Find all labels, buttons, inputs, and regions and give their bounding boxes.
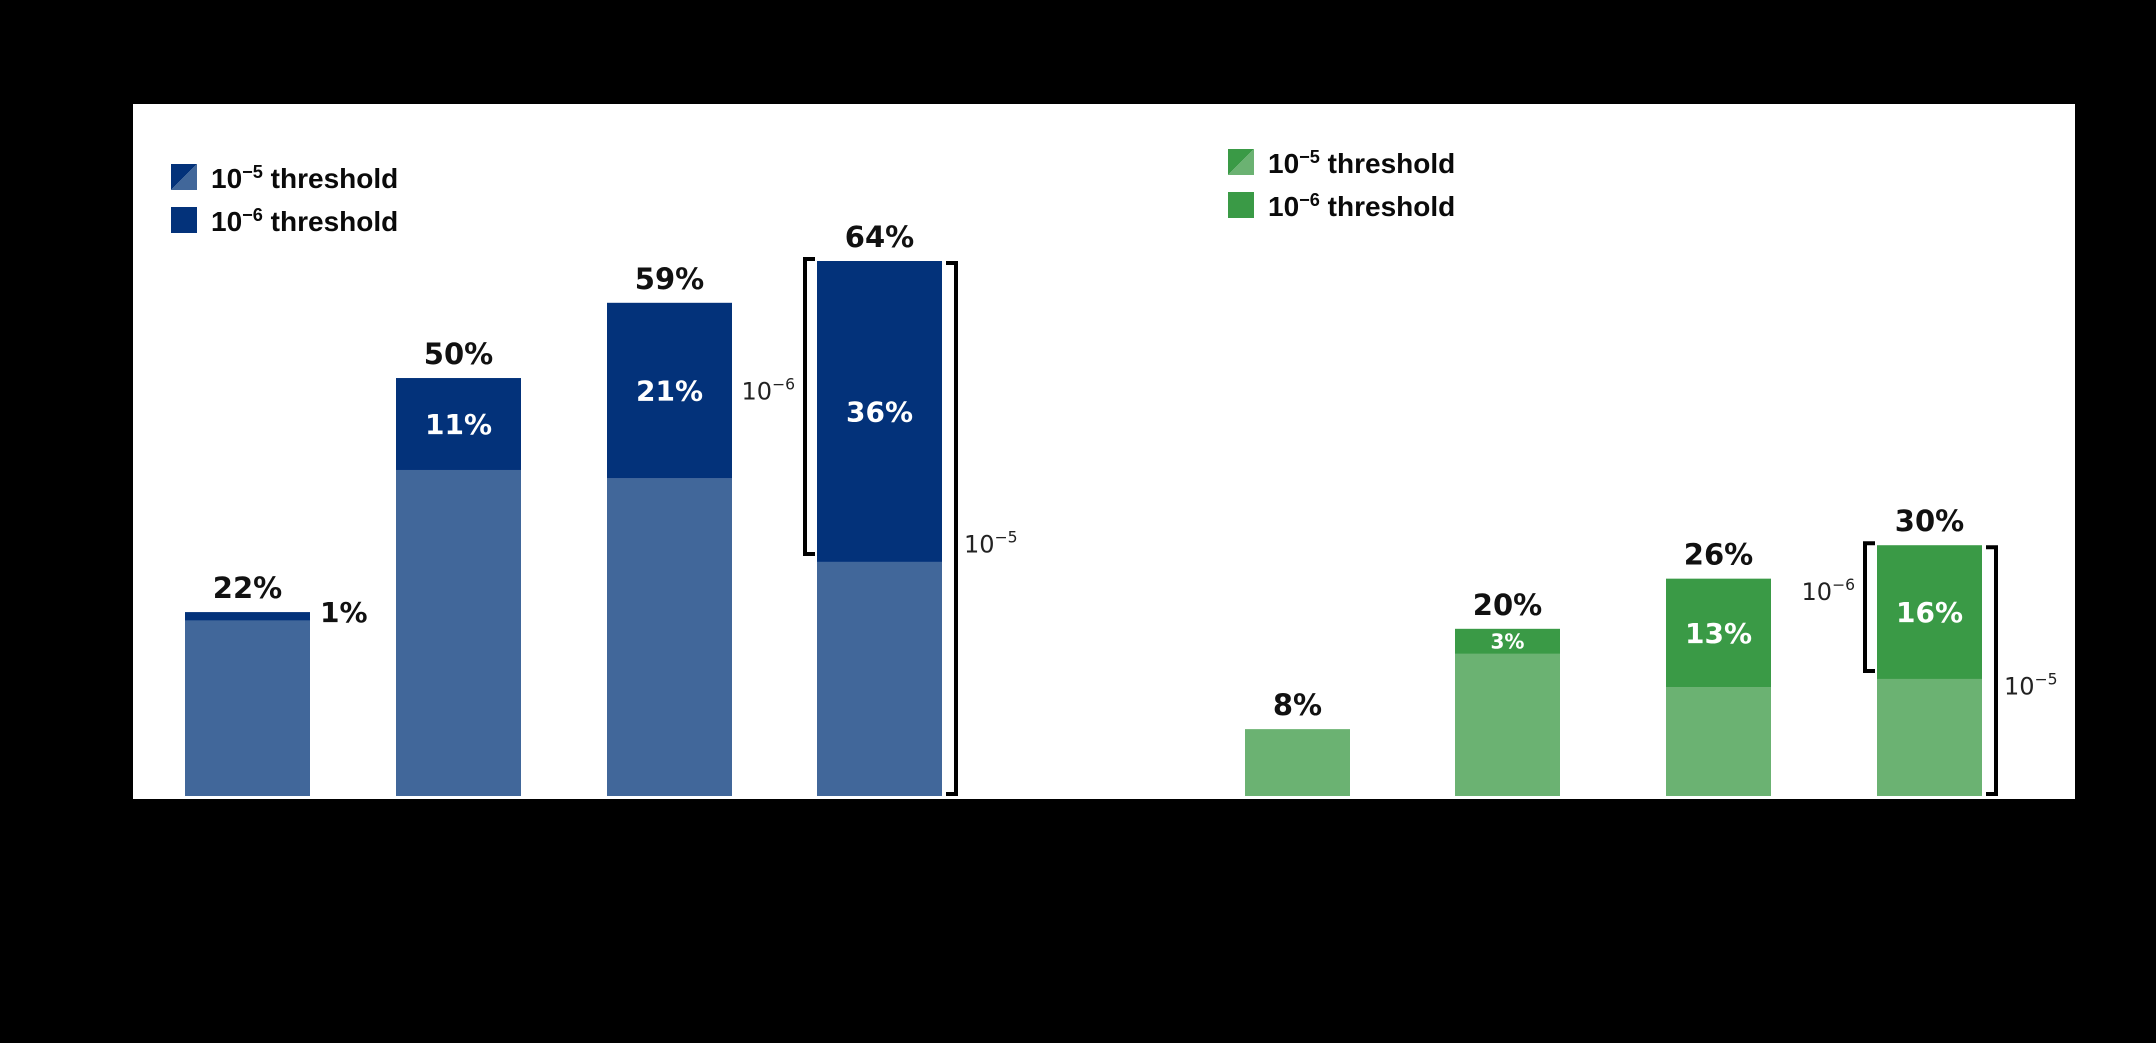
bar-total-label: 64% <box>845 220 914 254</box>
bar-total-label: 20% <box>1473 588 1542 622</box>
bracket-label-10e-5: 10−5 <box>964 529 1018 559</box>
bar-total-label: 22% <box>213 571 282 605</box>
bracket-10e-6 <box>1863 541 1875 673</box>
bar-total-label: 8% <box>1273 688 1322 722</box>
bar-segment-10e-5 <box>396 469 521 796</box>
bar-segment-10e-6 <box>1666 578 1771 688</box>
bar-total-label: 26% <box>1684 538 1753 572</box>
legend-swatch-10e-6 <box>1228 192 1254 218</box>
legend-label: 10−6 threshold <box>211 205 398 237</box>
stacked-bar-chart: 10−5 threshold 10−6 threshold 22% 1% 50% 11% 5… <box>171 147 2058 796</box>
bracket-label-10e-6: 10−6 <box>741 375 795 405</box>
bar-segment-label: 1% <box>320 596 368 629</box>
legend-swatch-10e-6 <box>171 207 197 233</box>
bar-segment-10e-5 <box>817 561 942 796</box>
bar-segment-10e-6 <box>1455 628 1560 654</box>
bracket-10e-5 <box>1986 545 1998 796</box>
bracket-10e-5 <box>946 261 958 796</box>
bar-segment-label: 11% <box>425 408 492 441</box>
bar-segment-10e-5 <box>185 620 310 796</box>
bar-segment-10e-6 <box>817 261 942 562</box>
bar-total-label: 50% <box>424 337 493 371</box>
bar-segment-10e-6 <box>396 378 521 470</box>
bar-segment-10e-5 <box>607 478 732 796</box>
legend-swatch-10e-5-light <box>171 164 197 190</box>
bracket-label-10e-5: 10−5 <box>2004 671 2058 701</box>
bar-segment-10e-5 <box>1666 687 1771 796</box>
bar-segment-label: 16% <box>1896 596 1963 629</box>
bracket-label-10e-6: 10−6 <box>1801 576 1855 606</box>
bar-segment-10e-5 <box>1245 729 1350 796</box>
legend-label: 10−6 threshold <box>1268 190 1455 222</box>
legend-label: 10−5 threshold <box>211 162 398 194</box>
bar-segment-label: 21% <box>636 375 703 408</box>
bar-segment-10e-6 <box>607 302 732 479</box>
bar-segment-10e-5 <box>1455 653 1560 796</box>
bar-segment-label: 3% <box>1491 629 1525 653</box>
legend-swatch-10e-5-light <box>1228 149 1254 175</box>
bar-segment-label: 36% <box>846 395 913 428</box>
bar-segment-label: 13% <box>1685 617 1752 650</box>
bar-segment-10e-6 <box>1877 545 1982 679</box>
bar-total-label: 30% <box>1895 504 1964 538</box>
bar-segment-10e-6 <box>185 612 310 621</box>
bar-total-label: 59% <box>635 262 704 296</box>
chart-panel: 10−5 threshold 10−6 threshold 22% 1% 50% 11% 5… <box>133 104 2075 799</box>
legend-label: 10−5 threshold <box>1268 147 1455 179</box>
bar-segment-10e-5 <box>1877 678 1982 796</box>
bracket-10e-6 <box>803 257 815 556</box>
